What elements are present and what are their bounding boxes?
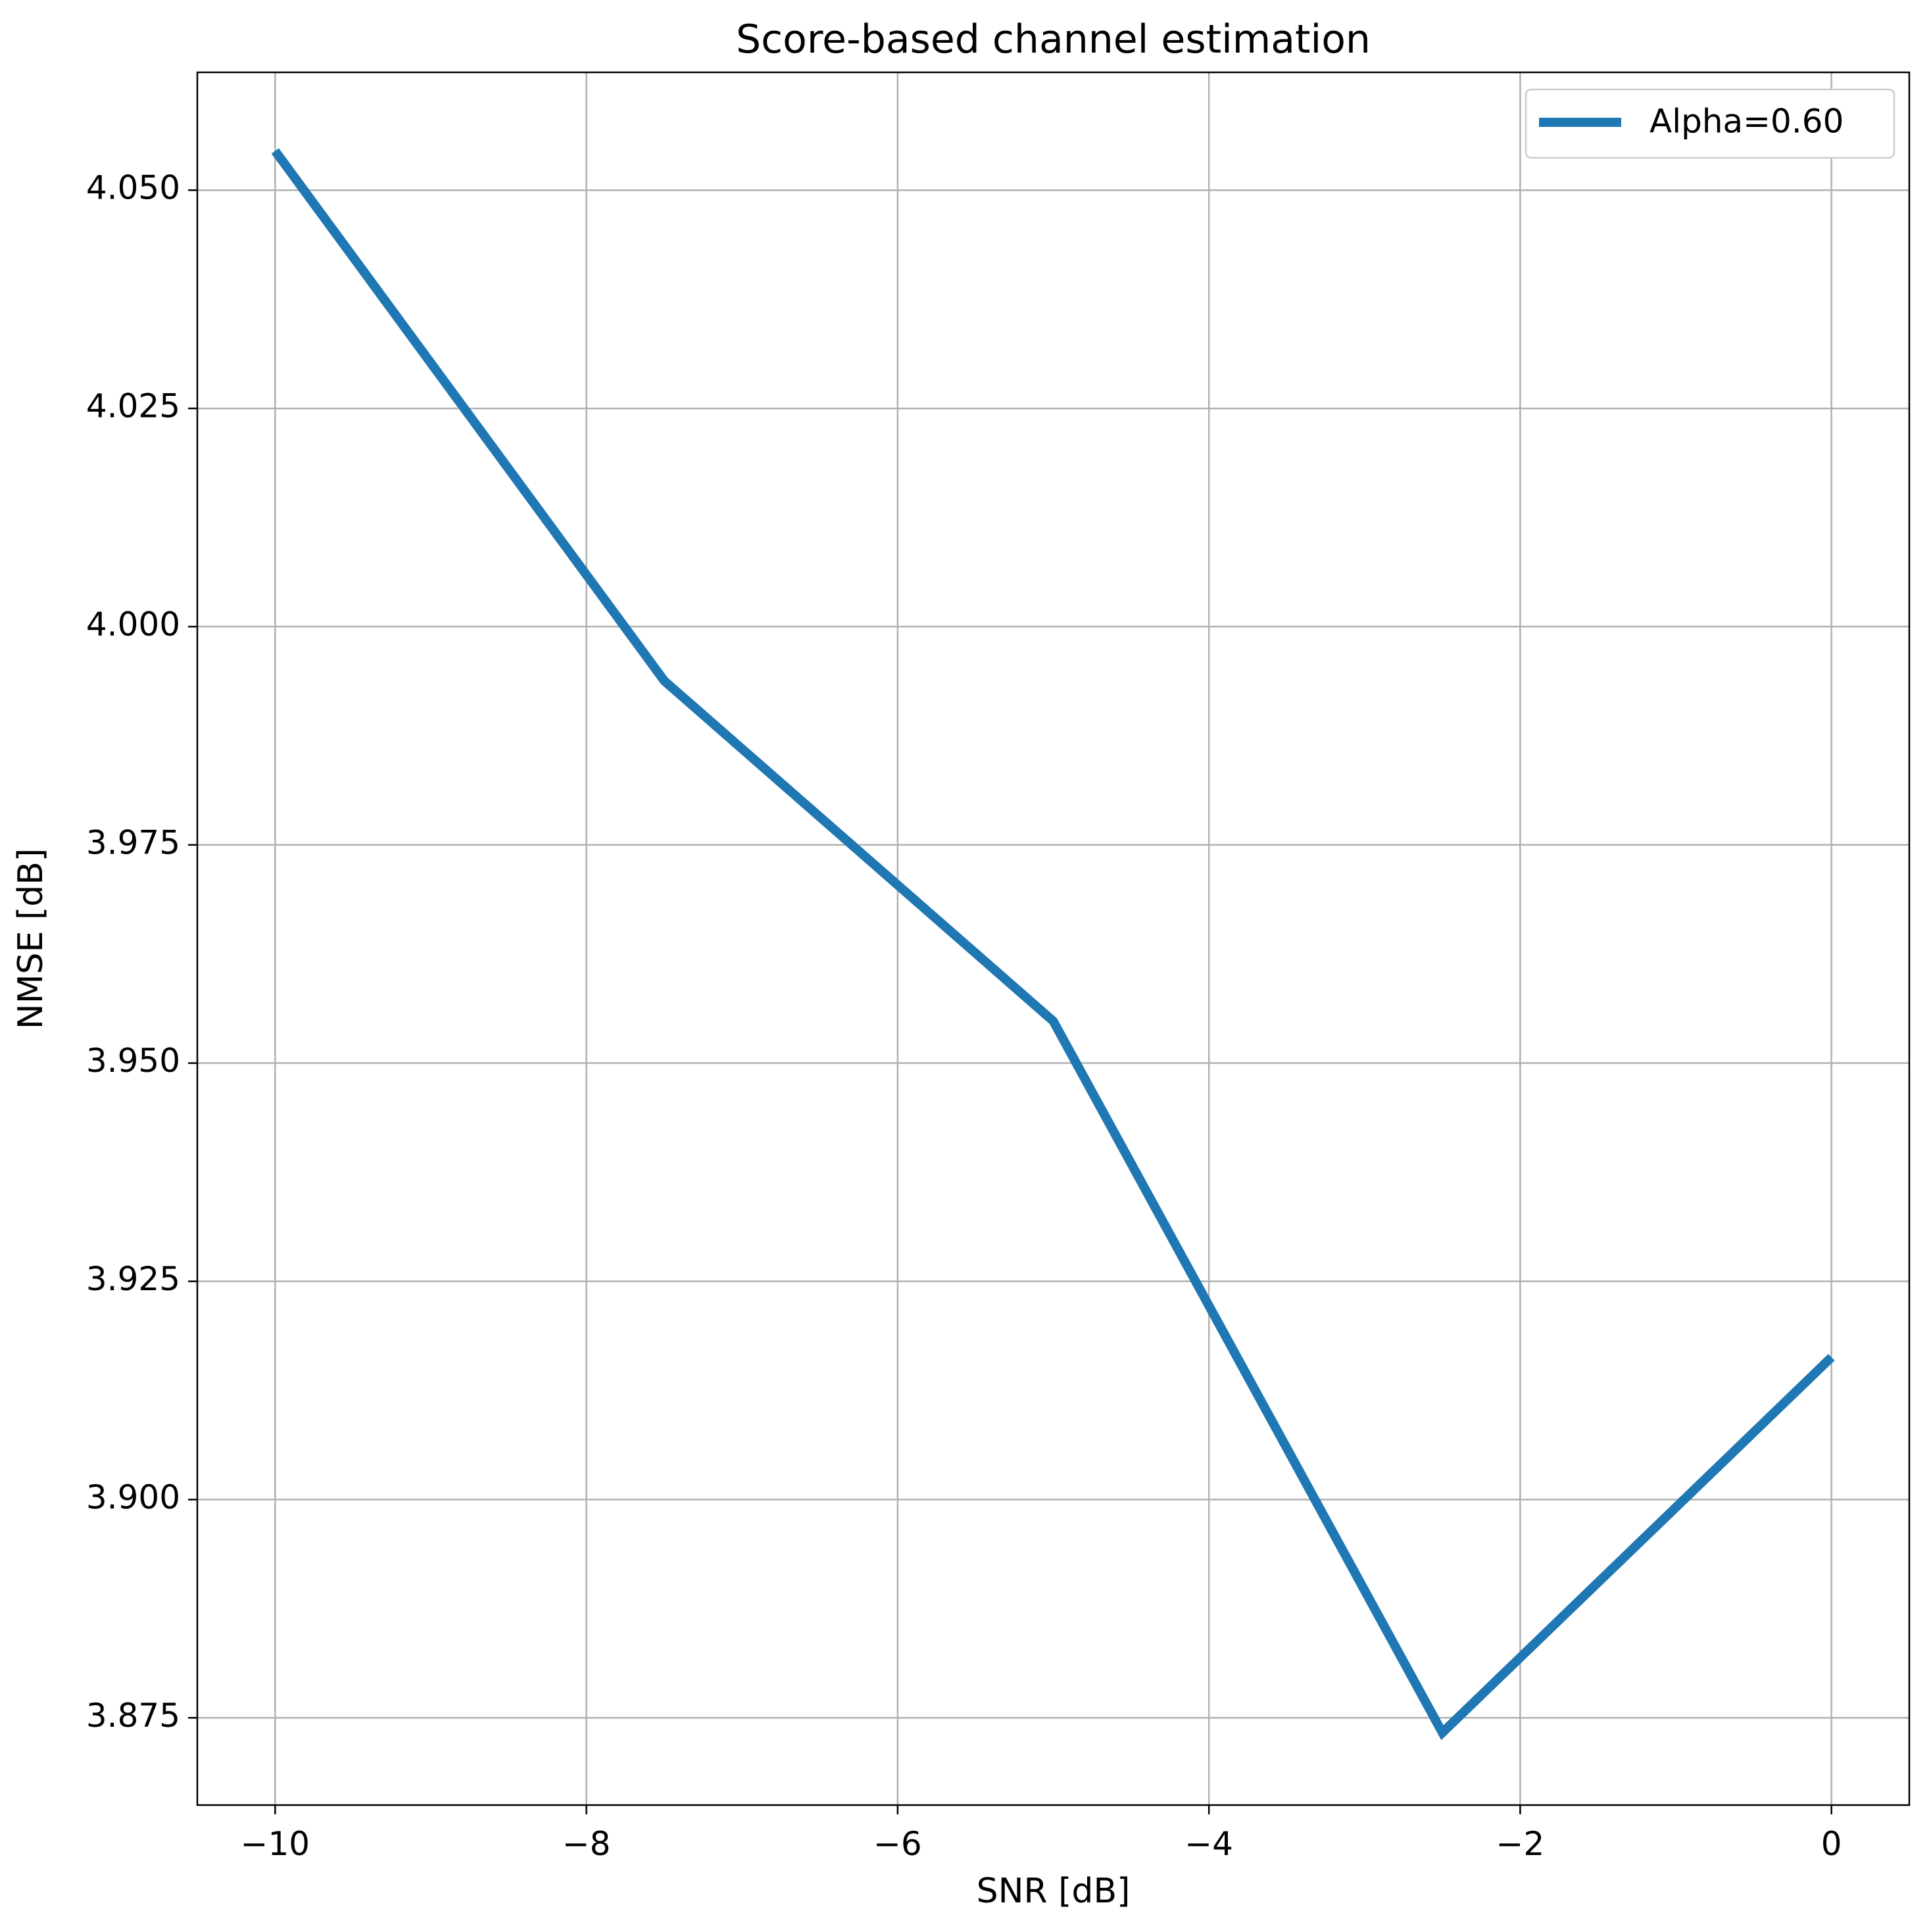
y-tick-label: 4.000 — [86, 605, 180, 643]
y-tick-label: 3.950 — [86, 1042, 180, 1080]
x-tick-label: 0 — [1821, 1825, 1842, 1863]
x-tick-label: −10 — [241, 1825, 310, 1863]
y-axis-label: NMSE [dB] — [11, 848, 51, 1029]
x-tick-label: −4 — [1184, 1825, 1233, 1863]
axis-ticks: −10 −8 −6 −4 −2 0 3.875 3.900 3.925 3.950 3.975 4.0… — [86, 169, 1842, 1863]
series-line — [271, 148, 1835, 1741]
y-tick-label: 3.875 — [86, 1697, 180, 1735]
y-tick-label: 4.025 — [86, 387, 180, 425]
legend: Alpha=0.60 — [1525, 88, 1895, 159]
x-tick-label: −2 — [1496, 1825, 1545, 1863]
grid — [197, 72, 1909, 1805]
chart-title: Score-based channel estimation — [736, 16, 1371, 62]
x-axis-label: SNR [dB] — [977, 1872, 1131, 1911]
y-tick-label: 3.925 — [86, 1260, 180, 1298]
y-tick-label: 3.900 — [86, 1478, 180, 1516]
legend-box — [1525, 88, 1895, 159]
plot-frame — [196, 71, 1911, 1806]
legend-label: Alpha=0.60 — [1649, 103, 1844, 141]
x-tick-label: −8 — [562, 1825, 611, 1863]
series-layer — [271, 148, 1835, 1741]
x-tick-label: −6 — [873, 1825, 922, 1863]
y-tick-label: 3.975 — [86, 823, 180, 861]
y-tick-label: 4.050 — [86, 169, 180, 207]
